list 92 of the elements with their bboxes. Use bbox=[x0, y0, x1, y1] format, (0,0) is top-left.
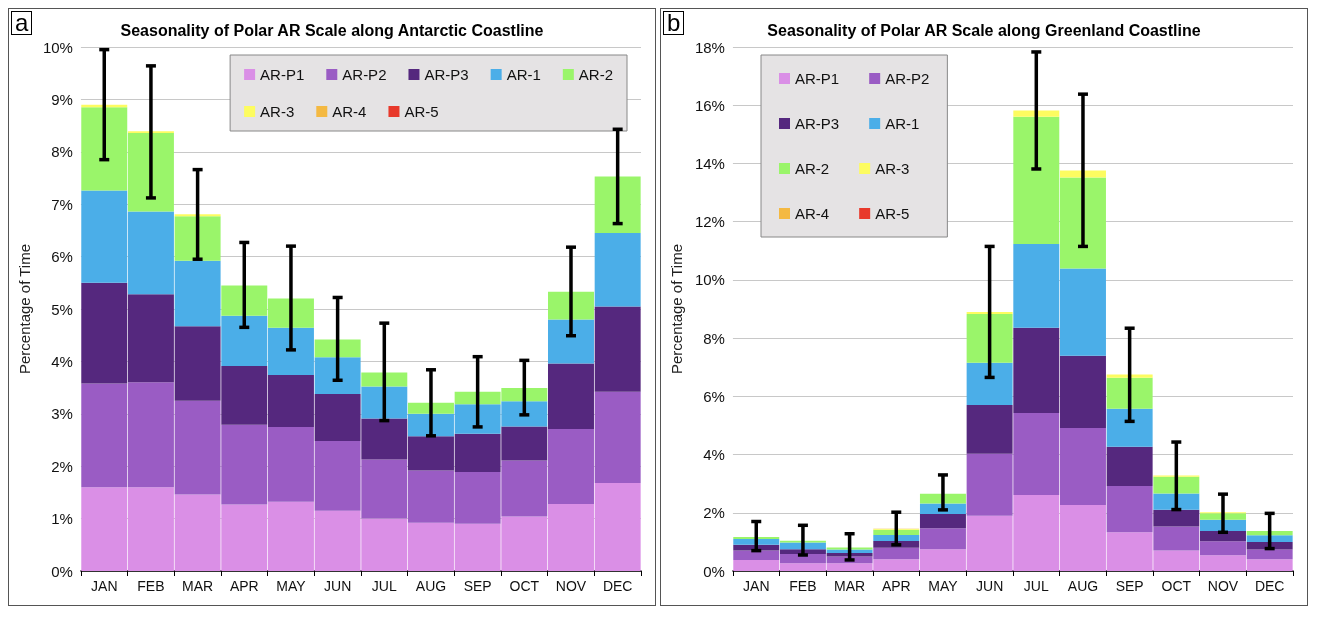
legend-label: AR-1 bbox=[885, 115, 920, 132]
text: b bbox=[663, 9, 685, 36]
legend-label: AR-2 bbox=[795, 160, 830, 177]
y-tick-label: 9% bbox=[51, 90, 73, 108]
legend-label: AR-3 bbox=[875, 160, 910, 177]
legend-label: AR-P2 bbox=[885, 70, 930, 87]
legend-label: AR-P3 bbox=[424, 66, 469, 83]
bar bbox=[919, 513, 966, 529]
x-tick-label: OCT bbox=[509, 578, 540, 594]
chart-title: Seasonality of Polar AR Scale along Greenland Coastline bbox=[767, 21, 1201, 39]
legend-label: AR-P2 bbox=[342, 66, 387, 83]
bar bbox=[548, 319, 594, 364]
y-tick-label: 7% bbox=[51, 195, 73, 213]
y-tick-label: 10% bbox=[42, 38, 73, 56]
legend-label: AR-4 bbox=[332, 103, 367, 120]
legend-label: AR-5 bbox=[875, 205, 910, 222]
y-tick-label: 4% bbox=[703, 446, 725, 464]
text: a bbox=[11, 9, 33, 36]
bar bbox=[1153, 493, 1200, 510]
chart-title: Seasonality of Polar AR Scale along Antarctic Coastline bbox=[120, 21, 544, 39]
y-tick-label: 12% bbox=[694, 213, 725, 231]
y-tick-label: 8% bbox=[703, 329, 725, 347]
legend-label: AR-P3 bbox=[795, 115, 840, 132]
x-tick-label: MAR bbox=[182, 578, 214, 594]
y-tick-label: 4% bbox=[51, 352, 73, 370]
x-tick-label: NOV bbox=[1207, 578, 1239, 594]
legend-label: AR-4 bbox=[795, 205, 830, 222]
y-tick-label: 6% bbox=[703, 387, 725, 405]
x-tick-label: MAY bbox=[928, 578, 959, 594]
y-tick-label: 14% bbox=[694, 154, 725, 172]
legend-label: AR-3 bbox=[260, 103, 295, 120]
bar bbox=[361, 372, 408, 387]
x-tick-label: MAR bbox=[834, 578, 866, 594]
y-tick-label: 0% bbox=[703, 562, 725, 580]
x-tick-label: DEC bbox=[1254, 578, 1285, 594]
bar bbox=[1246, 531, 1293, 536]
x-tick-label: OCT bbox=[1161, 578, 1192, 594]
y-tick-label: 3% bbox=[51, 405, 73, 423]
legend-label: AR-2 bbox=[578, 66, 614, 83]
x-tick-label: DEC bbox=[602, 578, 633, 594]
y-tick-label: 2% bbox=[51, 457, 73, 475]
bar bbox=[1200, 531, 1246, 542]
bar bbox=[1153, 476, 1200, 494]
bar bbox=[966, 311, 1013, 314]
bar bbox=[873, 529, 920, 535]
bar bbox=[1106, 408, 1153, 447]
bar bbox=[174, 214, 221, 217]
x-tick-label: APR bbox=[229, 578, 259, 594]
bar bbox=[966, 313, 1013, 363]
x-tick-label: JAN bbox=[91, 578, 118, 594]
x-tick-label: SEP bbox=[463, 578, 492, 594]
y-axis-title: Percentage of Time bbox=[668, 243, 685, 375]
y-tick-label: 2% bbox=[703, 504, 725, 522]
legend-label: AR-5 bbox=[404, 103, 439, 120]
y-tick-label: 5% bbox=[51, 300, 73, 318]
y-tick-label: 10% bbox=[694, 271, 725, 289]
x-tick-label: FEB bbox=[789, 578, 817, 594]
x-tick-label: NOV bbox=[555, 578, 587, 594]
x-tick-label: JUL bbox=[371, 578, 397, 594]
x-tick-label: JUN bbox=[976, 578, 1004, 594]
x-tick-label: JUN bbox=[324, 578, 352, 594]
legend-label: AR-P1 bbox=[795, 70, 840, 87]
bar bbox=[966, 362, 1013, 406]
bar bbox=[1106, 446, 1153, 486]
bar bbox=[314, 339, 361, 358]
bar bbox=[1246, 535, 1293, 542]
bar bbox=[594, 233, 641, 307]
legend-label: AR-1 bbox=[506, 66, 541, 83]
y-tick-label: 18% bbox=[694, 38, 725, 56]
x-tick-label: APR bbox=[881, 578, 911, 594]
bar bbox=[873, 534, 920, 542]
y-axis-title: Percentage of Time bbox=[16, 243, 33, 375]
x-tick-label: AUG bbox=[1067, 578, 1099, 594]
x-tick-label: FEB bbox=[137, 578, 165, 594]
bar bbox=[1200, 513, 1246, 520]
bar bbox=[1153, 509, 1200, 527]
y-tick-label: 1% bbox=[51, 510, 73, 528]
x-tick-label: JAN bbox=[743, 578, 770, 594]
bar bbox=[1106, 377, 1153, 409]
bar bbox=[733, 536, 780, 539]
x-tick-label: MAY bbox=[276, 578, 307, 594]
y-tick-label: 6% bbox=[51, 248, 73, 266]
bar bbox=[1013, 110, 1060, 117]
legend-label: AR-P1 bbox=[260, 66, 305, 83]
x-tick-label: SEP bbox=[1115, 578, 1144, 594]
x-tick-label: AUG bbox=[415, 578, 447, 594]
y-tick-label: 16% bbox=[694, 96, 725, 114]
y-tick-label: 0% bbox=[51, 562, 73, 580]
y-tick-label: 8% bbox=[51, 143, 73, 161]
bar bbox=[594, 176, 641, 234]
bar bbox=[174, 216, 221, 261]
x-tick-label: JUL bbox=[1023, 578, 1049, 594]
